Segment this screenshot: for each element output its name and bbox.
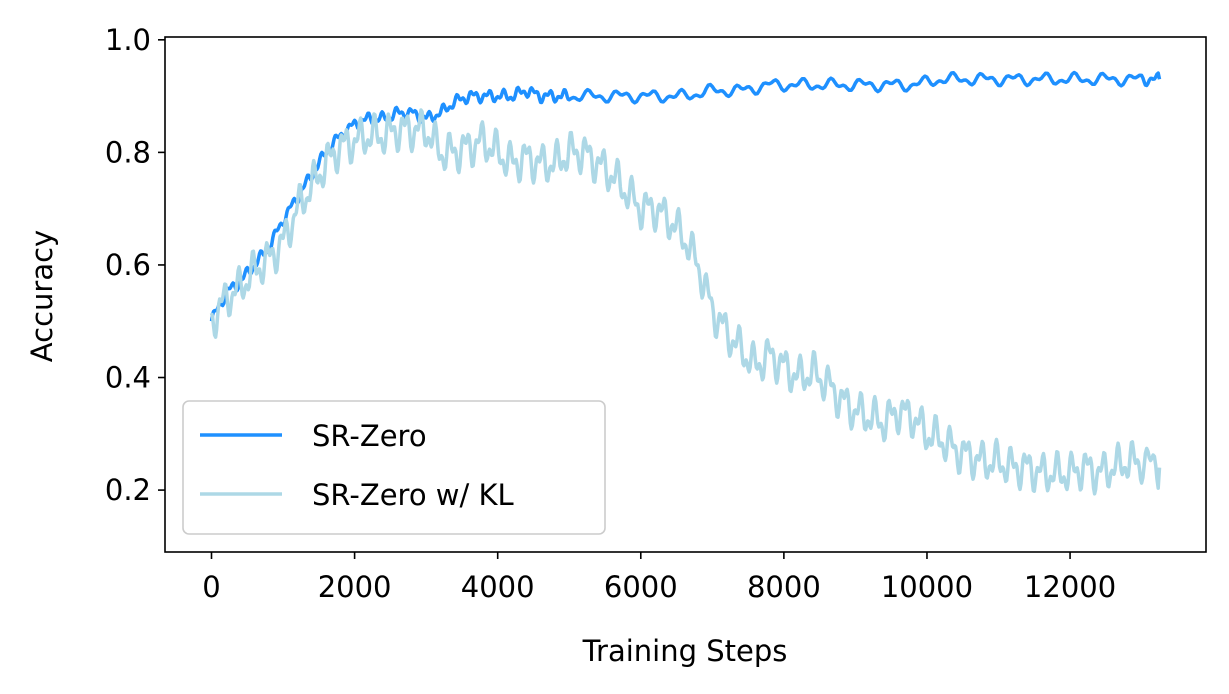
legend: SR-Zero SR-Zero w/ KL: [182, 400, 606, 535]
x-tick-label: 8000: [747, 570, 821, 604]
series-line-sr-zero: [209, 70, 1162, 322]
x-axis-title: Training Steps: [582, 634, 788, 668]
plot-frame: [164, 36, 1207, 553]
y-tick-label: 1.0: [105, 23, 151, 57]
legend-label-sr-zero: SR-Zero: [312, 419, 427, 453]
x-tick-label: 2000: [318, 570, 392, 604]
x-tick-label: 12000: [1024, 570, 1116, 604]
y-tick-label: 0.2: [105, 473, 151, 507]
x-tick-label: 6000: [604, 570, 678, 604]
plot-area: [209, 70, 1162, 496]
series-line-sr-zero-kl: [209, 108, 1162, 496]
y-axis-title: Accuracy: [25, 230, 59, 362]
y-tick-label: 0.8: [105, 135, 151, 169]
y-axis: 0.2 0.4 0.6 0.8 1.0: [105, 23, 165, 507]
y-tick-label: 0.6: [105, 248, 151, 282]
legend-box: [182, 400, 606, 535]
legend-label-sr-zero-kl: SR-Zero w/ KL: [312, 478, 514, 512]
x-axis: 0 2000 4000 6000 8000 10000 12000: [202, 552, 1116, 604]
x-tick-label: 0: [202, 570, 220, 604]
x-tick-label: 10000: [881, 570, 973, 604]
y-tick-label: 0.4: [105, 361, 151, 395]
x-tick-label: 4000: [461, 570, 535, 604]
